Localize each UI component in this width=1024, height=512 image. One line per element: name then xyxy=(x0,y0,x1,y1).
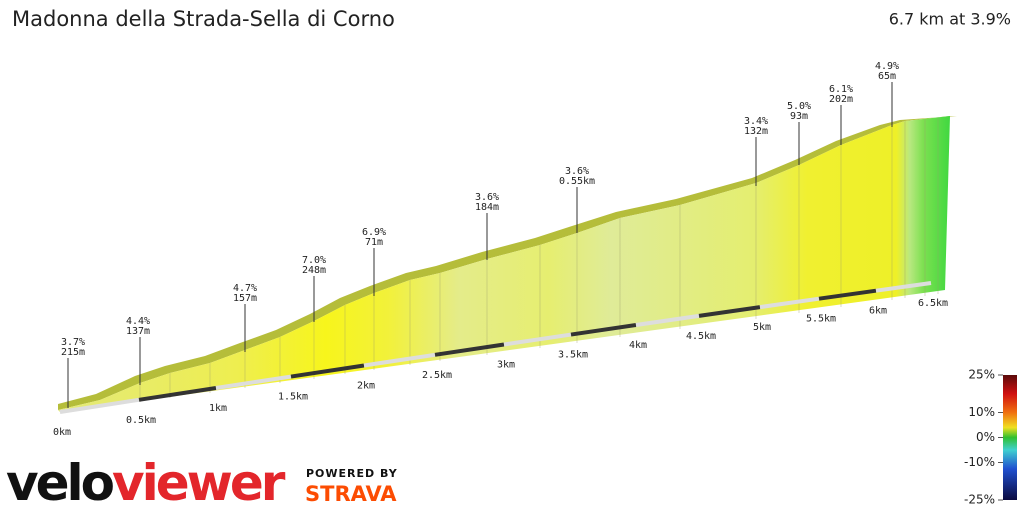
axis-segment xyxy=(818,288,877,301)
profile-face xyxy=(58,116,950,412)
axis-segment xyxy=(635,313,700,328)
annotation-length: 0.55km xyxy=(559,176,595,187)
colorbar xyxy=(1003,375,1017,500)
annotation-grade: 6.9% xyxy=(362,227,386,238)
x-tick-label: 5km xyxy=(753,322,771,333)
x-tick-label: 4km xyxy=(629,340,647,351)
annotation-grade: 5.0% xyxy=(787,101,811,112)
title: Madonna della Strada-Sella di Corno xyxy=(12,7,395,31)
annotation-grade: 4.4% xyxy=(126,316,150,327)
annotation-grade: 6.1% xyxy=(829,84,853,95)
subtitle: 6.7 km at 3.9% xyxy=(889,10,1011,29)
axis-segment xyxy=(138,386,217,402)
annotation-length: 71m xyxy=(365,237,383,248)
axis-segment xyxy=(363,352,436,368)
colorbar-label: 0% xyxy=(976,430,995,444)
annotation-length: 248m xyxy=(302,265,326,276)
x-tick-label: 6.5km xyxy=(918,298,948,309)
annotation-grade: 3.6% xyxy=(475,192,499,203)
annotation-length: 184m xyxy=(475,202,499,213)
colorbar-label: 25% xyxy=(968,368,995,382)
annotation-grade: 3.7% xyxy=(61,337,85,348)
annotation-grade: 7.0% xyxy=(302,255,326,266)
x-tick-label: 1km xyxy=(209,403,227,414)
annotation-length: 132m xyxy=(744,126,768,137)
axis-segment xyxy=(875,281,932,293)
annotation-length: 202m xyxy=(829,94,853,105)
x-tick-label: 2.5km xyxy=(422,370,452,381)
logo-viewer: viewer xyxy=(112,454,286,512)
annotation-length: 215m xyxy=(61,347,85,358)
powered-by: POWERED BY xyxy=(306,467,398,480)
x-tick-label: 0km xyxy=(53,427,71,438)
logo-velo: velo xyxy=(6,454,114,512)
x-tick-label: 1.5km xyxy=(278,392,308,403)
axis-segment xyxy=(759,296,820,310)
x-tick-label: 5.5km xyxy=(806,314,836,325)
logo: veloviewer xyxy=(6,454,286,512)
annotation-grade: 3.6% xyxy=(565,166,589,177)
annotation-grade: 4.7% xyxy=(233,283,257,294)
axis-segment xyxy=(698,305,761,318)
profile-top xyxy=(58,116,957,410)
axis-segment xyxy=(503,332,572,347)
x-tick-label: 0.5km xyxy=(126,415,156,426)
annotation-length: 137m xyxy=(126,326,150,337)
colorbar-label: -10% xyxy=(964,455,995,469)
strava: STRAVA xyxy=(305,482,397,506)
annotation-grade: 3.4% xyxy=(744,116,768,127)
annotation-length: 65m xyxy=(878,71,896,82)
x-tick-label: 3km xyxy=(497,360,515,371)
colorbar-label: -25% xyxy=(964,493,995,507)
x-tick-label: 3.5km xyxy=(558,350,588,361)
axis-segment xyxy=(59,397,140,414)
x-tick-label: 6km xyxy=(869,306,887,317)
annotation-length: 157m xyxy=(233,293,257,304)
segment-dividers xyxy=(139,117,939,402)
annotation-grade: 4.9% xyxy=(875,61,899,72)
x-tick-label: 2km xyxy=(357,380,375,391)
axis-segment xyxy=(215,374,292,390)
axis-segment xyxy=(570,323,637,337)
x-tick-label: 4.5km xyxy=(686,331,716,342)
axis-segment xyxy=(290,363,365,379)
axis-segment xyxy=(434,342,505,357)
colorbar-label: 10% xyxy=(968,405,995,419)
annotation-length: 93m xyxy=(790,111,808,122)
